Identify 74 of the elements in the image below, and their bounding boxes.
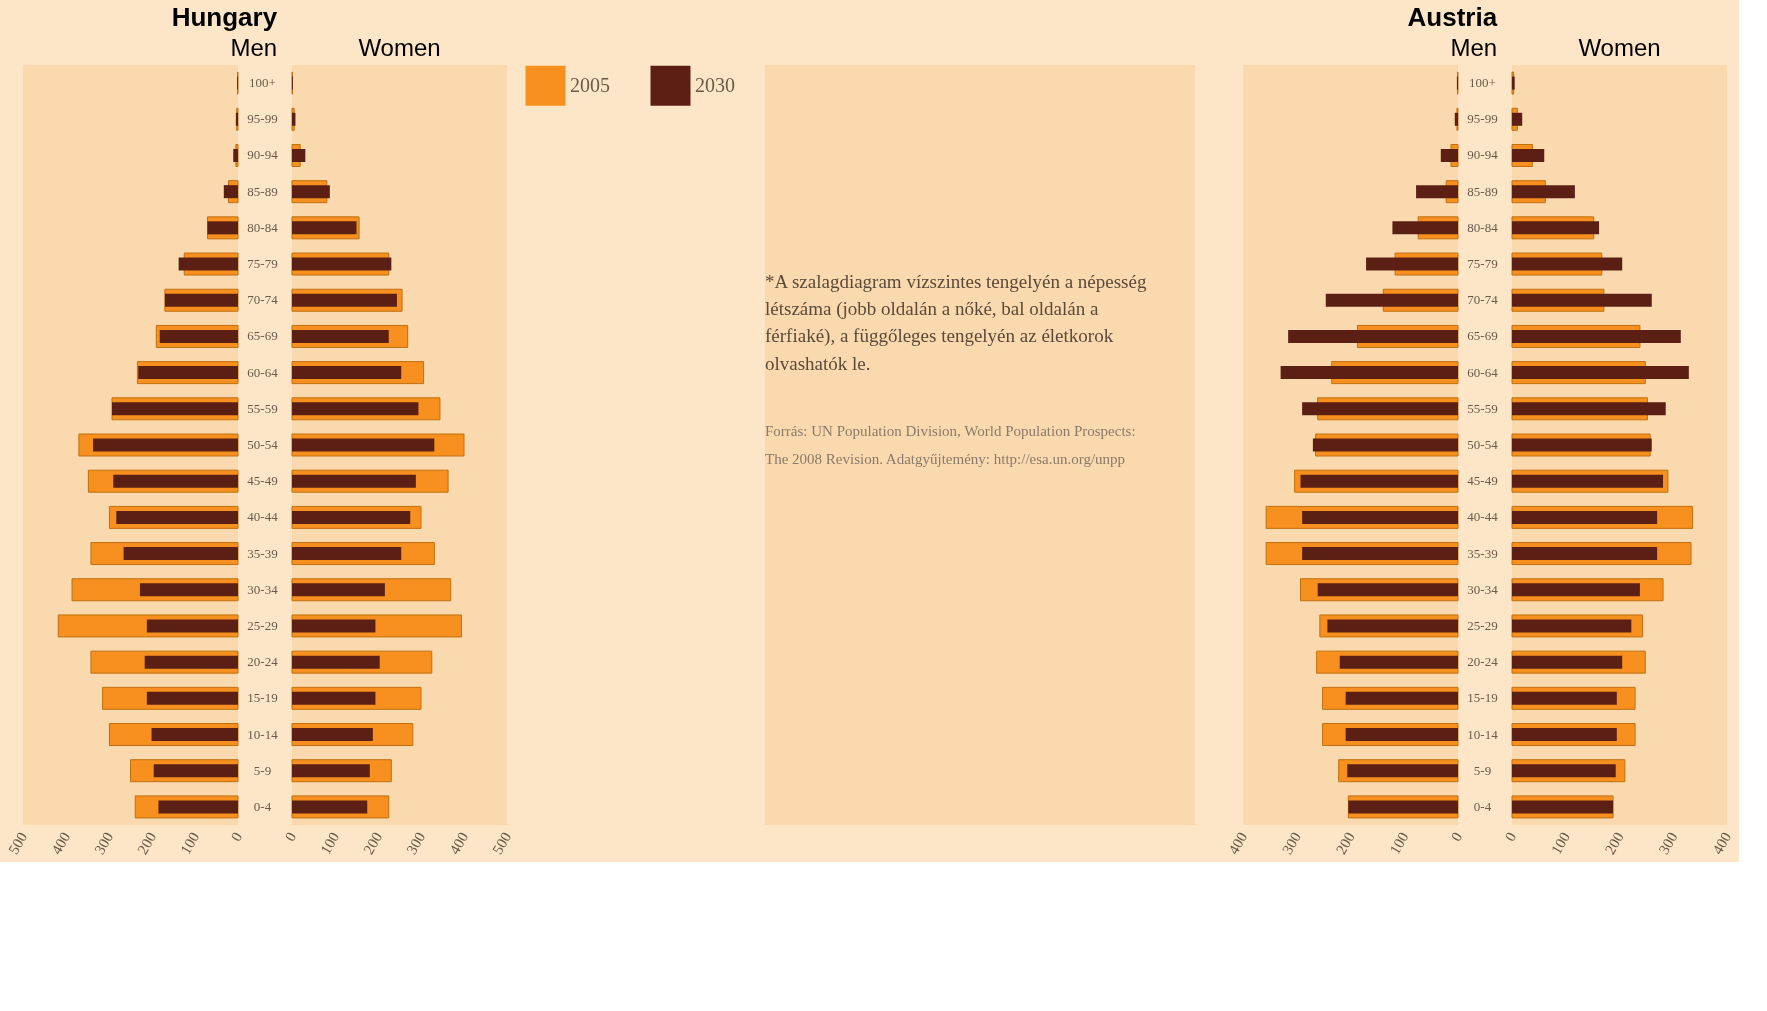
y-tick-label: 80-84: [247, 219, 279, 235]
x-tick-label: 300: [1279, 829, 1305, 857]
y-tick-label: 40-44: [1467, 509, 1499, 525]
y-tick-label: 45-49: [1467, 473, 1498, 489]
y-tick-label: 10-14: [1467, 726, 1499, 742]
legend-label: 2030: [695, 73, 735, 96]
y-tick-label: 10-14: [247, 726, 279, 742]
x-tick-label: 300: [91, 829, 117, 857]
y-tick-label: 25-29: [1467, 617, 1498, 633]
y-tick-label: 0-4: [1473, 798, 1492, 814]
y-tick-label: 5-9: [1473, 762, 1492, 778]
y-tick-label: 15-19: [247, 690, 278, 706]
y-tick-label: 65-69: [247, 328, 278, 344]
y-tick-label: 0-4: [253, 798, 272, 814]
text: Forrás: UN Population Division, World Population Prospects: The 2008 Revision. Adatgyűjtemény: http://esa.un.org/unpp: [765, 423, 1136, 467]
y-tick-label: 35-39: [247, 545, 278, 561]
x-tick-label: 100: [177, 829, 203, 857]
x-tick-label: 200: [360, 829, 386, 857]
y-tick-label: 30-34: [1467, 581, 1499, 597]
y-tick-label: 25-29: [247, 617, 278, 633]
x-tick-label: 400: [446, 829, 472, 857]
text: *A szalagdiagram vízszintes tengelyén a népesség létszáma (jobb oldalán a nőké, bal oldalán a férfiaké), a függőleges tengelyén az életkorok olvashatók le.: [765, 271, 1147, 374]
x-tick-label: 500: [5, 829, 31, 857]
y-tick-label: 30-34: [247, 581, 279, 597]
y-tick-label: 15-19: [1467, 690, 1498, 706]
x-tick-label: 0: [281, 829, 300, 844]
y-tick-label: 100+: [249, 75, 276, 91]
y-tick-label: 70-74: [247, 292, 279, 308]
y-tick-label: 40-44: [247, 509, 279, 525]
y-tick-label: 100+: [1469, 75, 1496, 91]
x-tick-label: 100: [1548, 829, 1574, 857]
y-tick-label: 35-39: [1467, 545, 1498, 561]
y-tick-label: 85-89: [247, 183, 278, 199]
y-tick-label: 55-59: [247, 400, 278, 416]
x-tick-label: 300: [403, 829, 429, 857]
y-tick-label: 55-59: [1467, 400, 1498, 416]
x-tick-label: 0: [1447, 829, 1466, 844]
chart-title: Hungary: [171, 2, 278, 32]
y-tick-label: 50-54: [1467, 437, 1499, 452]
x-tick-label: 300: [1655, 829, 1681, 857]
chart-subtitle: Women: [1578, 34, 1661, 61]
y-tick-label: 20-24: [1467, 654, 1499, 670]
x-tick-label: 0: [1501, 829, 1520, 844]
y-tick-label: 75-79: [247, 256, 278, 272]
x-tick-label: 400: [48, 829, 74, 857]
y-tick-label: 5-9: [253, 762, 272, 778]
x-tick-label: 400: [1709, 829, 1735, 857]
chart-title: Austria: [1407, 2, 1498, 32]
y-tick-label: 75-79: [1467, 256, 1498, 272]
x-tick-label: 200: [134, 829, 160, 857]
x-tick-label: 500: [489, 829, 515, 857]
chart-subtitle: Men: [230, 34, 278, 61]
x-tick-label: 100: [1386, 829, 1412, 857]
y-tick-label: 90-94: [247, 147, 279, 163]
y-tick-label: 90-94: [1467, 147, 1499, 163]
y-tick-label: 45-49: [247, 473, 278, 489]
x-tick-label: 100: [317, 829, 343, 857]
y-tick-label: 80-84: [1467, 219, 1499, 235]
x-tick-label: 400: [1225, 829, 1251, 857]
y-tick-label: 70-74: [1467, 292, 1499, 308]
x-tick-label: 0: [227, 829, 246, 844]
y-tick-label: 60-64: [247, 364, 279, 380]
chart-subtitle: Women: [358, 34, 441, 61]
x-tick-label: 200: [1601, 829, 1627, 857]
x-tick-label: 200: [1332, 829, 1358, 857]
y-tick-label: 20-24: [247, 654, 279, 670]
chart-subtitle: Men: [1450, 34, 1498, 61]
y-tick-label: 65-69: [1467, 328, 1498, 344]
y-tick-label: 95-99: [1467, 111, 1498, 127]
legend-label: 2005: [570, 73, 610, 96]
y-tick-label: 50-54: [247, 437, 279, 452]
y-tick-label: 95-99: [247, 111, 278, 127]
y-tick-label: 60-64: [1467, 364, 1499, 380]
y-tick-label: 85-89: [1467, 183, 1498, 199]
